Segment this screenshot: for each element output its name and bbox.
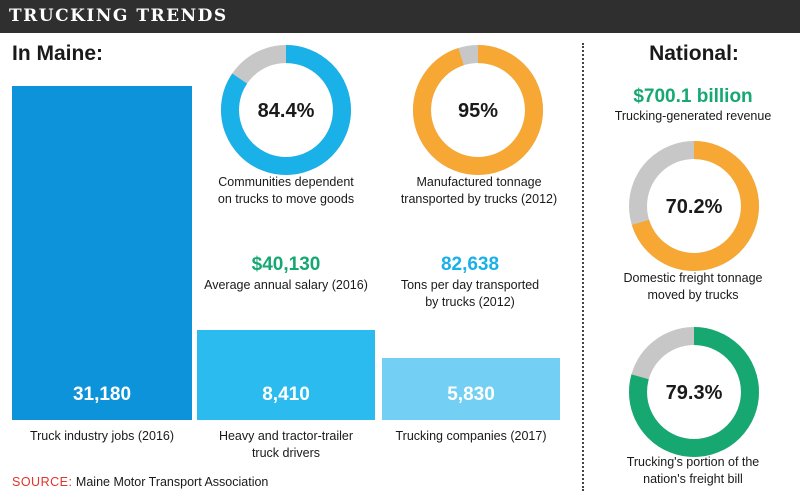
donut-percent-label: 95%: [458, 100, 498, 122]
donut-value-slice: [629, 141, 759, 271]
label-line: Tons per day transported: [400, 278, 540, 292]
tons-value: 82,638: [440, 254, 500, 275]
donut-percent-label: 84.4%: [258, 100, 315, 122]
label-line: Trucking companies (2017): [395, 429, 547, 443]
donut-percent-label: 79.3%: [666, 382, 723, 404]
label-line: on trucks to move goods: [217, 192, 355, 206]
label-line: nation's freight bill: [643, 472, 743, 486]
bar-category-label: Heavy and tractor-trailer truck drivers: [190, 428, 382, 462]
bar-value-label: 5,830: [447, 384, 495, 405]
label-line: moved by trucks: [647, 288, 739, 302]
source-note: SOURCE: Maine Motor Transport Associatio…: [12, 474, 268, 490]
label-line: truck drivers: [251, 446, 321, 460]
bar-value-label: 8,410: [262, 384, 310, 405]
section-divider: [582, 43, 584, 491]
salary-value: $40,130: [251, 254, 321, 275]
label-line: by trucks (2012): [425, 295, 515, 309]
label-line: Trucking-generated revenue: [614, 109, 772, 123]
salary-label: Average annual salary (2016): [190, 277, 382, 294]
label-line: Heavy and tractor-trailer: [218, 429, 354, 443]
bar-category-label: Truck industry jobs (2016): [6, 428, 198, 445]
label-line: Communities dependent: [218, 175, 354, 189]
source-text: Maine Motor Transport Association: [72, 475, 269, 489]
donut-value-slice: [413, 45, 543, 175]
revenue-label: Trucking-generated revenue: [598, 108, 788, 125]
donut-chart: 84.4%: [221, 45, 351, 175]
bar-category-label: Trucking companies (2017): [376, 428, 566, 445]
donut-percent-label: 70.2%: [666, 196, 723, 218]
donut-value-slice: [629, 327, 759, 457]
donut-caption: Manufactured tonnage transported by truck…: [374, 174, 584, 208]
donut-chart: 70.2%: [629, 141, 759, 271]
bar: 31,180: [12, 86, 192, 420]
label-line: Truck industry jobs (2016): [29, 429, 175, 443]
title-banner: TRUCKING TRENDS: [0, 0, 800, 33]
donut-value-slice: [221, 45, 351, 175]
national-heading: National:: [649, 42, 739, 65]
bar: 5,830: [382, 358, 560, 420]
donut-caption: Domestic freight tonnage moved by trucks: [598, 270, 788, 304]
label-line: Average annual salary (2016): [204, 278, 368, 292]
label-line: Domestic freight tonnage: [623, 271, 763, 285]
revenue-value: $700.1 billion: [633, 86, 753, 107]
maine-heading: In Maine:: [12, 42, 104, 65]
donut-caption: Trucking's portion of the nation's freigh…: [598, 454, 788, 488]
label-line: transported by trucks (2012): [400, 192, 558, 206]
bar: 8,410: [197, 330, 375, 420]
source-prefix: SOURCE:: [12, 475, 73, 489]
bar-value-label: 31,180: [72, 384, 132, 405]
donut-caption: Communities dependent on trucks to move g…: [190, 174, 382, 208]
label-line: Manufactured tonnage: [416, 175, 542, 189]
donut-chart: 95%: [413, 45, 543, 175]
tons-label: Tons per day transported by trucks (2012): [374, 277, 566, 311]
infographic-title: TRUCKING TRENDS: [9, 6, 228, 26]
label-line: Trucking's portion of the: [626, 455, 760, 469]
donut-chart: 79.3%: [629, 327, 759, 457]
